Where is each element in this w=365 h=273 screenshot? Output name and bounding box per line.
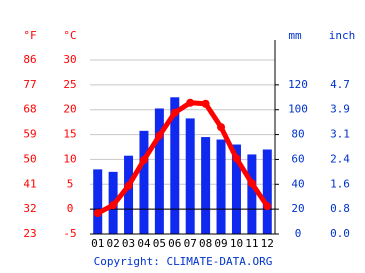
y2-tick-label-inch: 0.8 [330,202,350,215]
precip-bar [93,169,103,234]
y2-tick-label-mm: 20 [291,202,304,215]
precip-bar [170,97,180,235]
axis-label-inch: inch [329,29,356,42]
y-tick-label-c: 5 [67,177,74,190]
y-tick-label-f: 86 [23,53,36,66]
x-tick-label: 05 [153,237,166,250]
y-tick-label-c: 15 [63,128,76,141]
y-tick-label-f: 68 [23,103,36,116]
temperature-point [186,98,195,107]
y-tick-label-c: 0 [67,202,74,215]
y2-tick-label-inch: 3.9 [330,103,350,116]
y2-tick-label-mm: 0 [295,227,302,240]
temperature-point [217,123,226,132]
x-tick-label: 10 [230,237,243,250]
precip-bar [231,144,241,234]
y-tick-label-f: 59 [23,128,36,141]
y2-tick-label-mm: 40 [291,177,304,190]
y-tick-label-c: 10 [63,152,76,165]
temperature-point [263,202,272,211]
x-tick-label: 12 [261,237,274,250]
precip-bar [216,139,226,234]
y-tick-label-c: -5 [63,227,76,240]
precip-bar [247,154,257,234]
x-tick-label: 07 [184,237,197,250]
x-tick-label: 04 [137,237,151,250]
y-tick-label-f: 32 [23,202,36,215]
y2-tick-label-mm: 80 [291,128,304,141]
y-tick-label-f: 41 [23,177,36,190]
precip-bar [262,149,272,234]
y2-tick-label-inch: 3.1 [330,128,350,141]
temperature-point [170,108,179,117]
temperature-point [247,179,256,188]
temperature-point [124,181,133,190]
x-tick-label: 08 [199,237,212,250]
y2-tick-label-inch: 2.4 [330,152,350,165]
axis-label-f: °F [23,29,36,42]
temperature-line [96,100,270,216]
axis-label-c: °C [63,29,76,42]
temperature-point [109,201,118,210]
x-tick-label: 11 [245,237,258,250]
y2-tick-label-mm: 60 [291,152,304,165]
y-tick-label-f: 77 [23,78,36,91]
temperature-point [201,99,210,108]
temperature-point [93,209,102,218]
precip-bar [124,155,134,234]
x-tick-label: 03 [122,237,135,250]
y2-tick-label-inch: 4.7 [330,78,350,91]
y2-tick-label-mm: 100 [288,103,308,116]
x-tick-label: 02 [107,237,120,250]
y2-tick-label-mm: 120 [288,78,308,91]
y-tick-label-c: 30 [63,53,76,66]
y-tick-label-c: 20 [63,103,76,116]
precip-bar [154,108,164,234]
y-tick-label-c: 25 [63,78,76,91]
y-tick-label-f: 50 [23,152,36,165]
precip-bar [201,137,211,234]
x-tick-label: 09 [214,237,227,250]
y-tick-label-f: 23 [23,227,36,240]
y2-tick-label-inch: 1.6 [330,177,350,190]
precip-bar [139,130,149,234]
y2-tick-label-inch: 0.0 [330,227,350,240]
precip-bar [185,118,195,234]
x-tick-label: 01 [91,237,104,250]
temperature-point [155,131,164,140]
x-tick-label: 06 [168,237,181,250]
axis-label-mm: mm [288,29,302,42]
temperature-point [139,155,148,164]
temperature-point [232,154,241,163]
copyright: Copyright: CLIMATE-DATA.ORG [94,255,273,268]
